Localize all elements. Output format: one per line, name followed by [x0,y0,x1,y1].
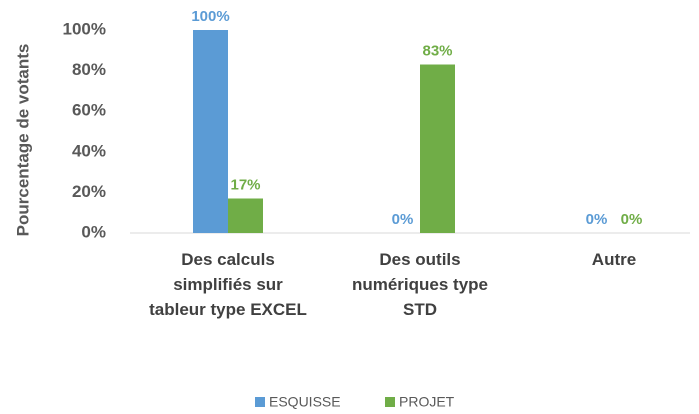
value-label: 17% [230,176,260,193]
y-tick-label: 0% [81,222,106,241]
value-label: 100% [191,8,229,25]
legend-label: PROJET [399,394,455,410]
legend-swatch [385,397,395,407]
legend-label: ESQUISSE [269,394,341,410]
bar [193,30,228,233]
value-label: 0% [586,211,608,228]
bar [420,64,455,233]
x-tick-label: Des calculs simplifiés sur tableur type … [149,250,307,319]
y-tick-label: 60% [72,101,106,120]
x-tick-label-box: Des outils numériques type STD [351,250,489,319]
y-tick-label: 20% [72,182,106,201]
x-tick-label-box: Autre [591,250,637,269]
value-label: 83% [422,42,452,59]
y-tick-label: 80% [72,60,106,79]
value-label: 0% [392,211,414,228]
y-tick-label: 40% [72,141,106,160]
legend-swatch [255,397,265,407]
bar [228,198,263,233]
x-tick-label-box: Des calculs simplifiés sur tableur type … [149,250,307,319]
value-label: 0% [621,211,643,228]
x-tick-label: Autre [591,250,637,269]
y-tick-label: 100% [63,19,106,38]
x-tick-label: Des outils numériques type STD [351,250,489,319]
y-axis-label: Pourcentage de votants [13,44,32,237]
